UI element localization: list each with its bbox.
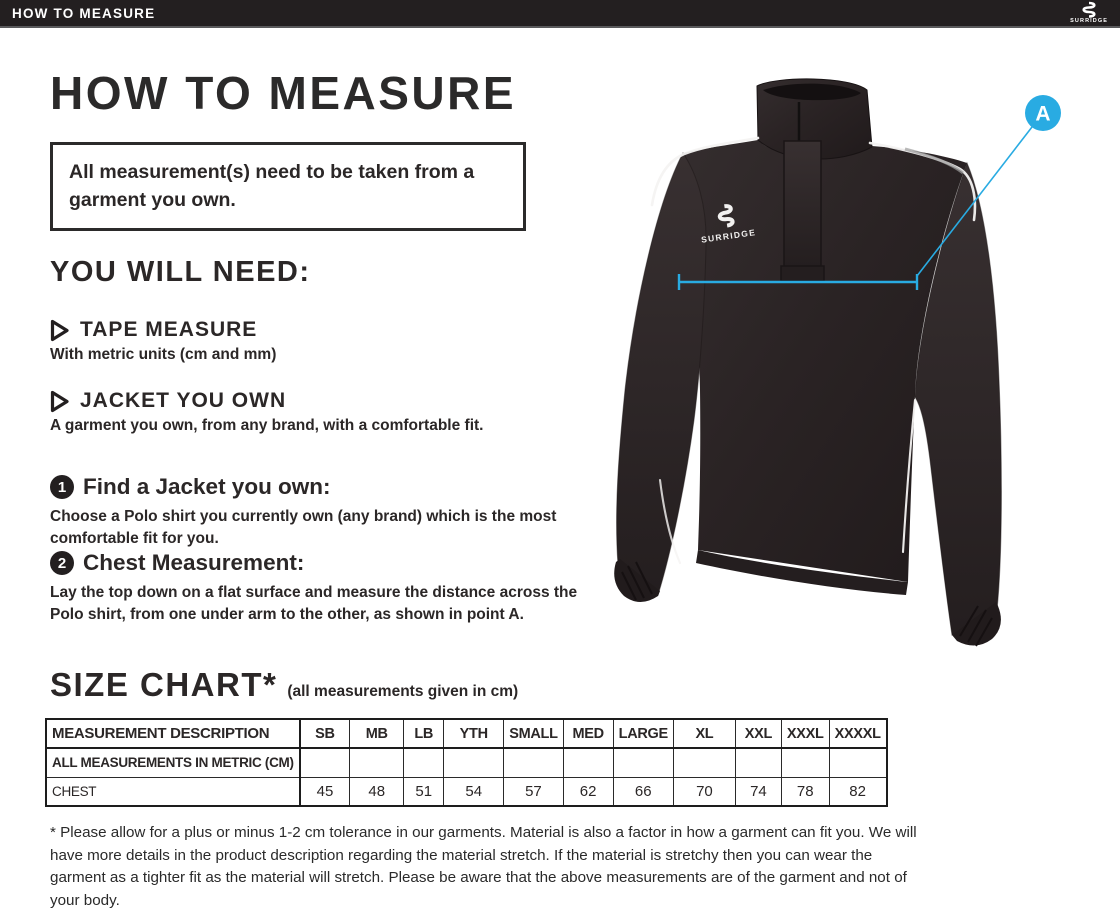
size-value-cell: 74	[734, 776, 782, 807]
size-chart-row: CHEST 45 48 51 54 57 62 66 70 74 78 82	[45, 776, 888, 807]
step-title: Find a Jacket you own:	[83, 474, 331, 499]
size-chart-subheading: (all measurements given in cm)	[287, 683, 519, 700]
triangle-bullet-icon	[50, 319, 69, 341]
step-number-badge: 2	[50, 551, 74, 575]
measurement-label: ALL MEASUREMENTS IN METRIC (CM)	[45, 747, 301, 778]
size-column-header: XXXL	[780, 718, 830, 749]
size-value-cell	[734, 747, 782, 778]
size-value-cell: 66	[612, 776, 674, 807]
need-item-label: TAPE MEASURE	[80, 318, 258, 341]
size-value-cell: 62	[562, 776, 614, 807]
top-bar: HOW TO MEASURE SURRIDGE	[0, 0, 1120, 28]
you-will-need-heading: YOU WILL NEED:	[50, 256, 311, 288]
size-column-header: SB	[299, 718, 351, 749]
size-chart-table-wrap: MEASUREMENT DESCRIPTION SB MB LB YTH SMALL MED…	[45, 718, 888, 807]
need-item-jacket: JACKET YOU OWN A garment you own, from a…	[50, 389, 483, 435]
size-value-cell	[349, 747, 405, 778]
size-value-cell	[299, 747, 351, 778]
surridge-s-icon	[1082, 1, 1096, 19]
chest-measurement-annotation: A	[677, 95, 1061, 290]
page-title: HOW TO MEASURE	[50, 67, 517, 119]
size-value-cell: 78	[780, 776, 830, 807]
size-value-cell: 82	[828, 776, 888, 807]
jacket-product-image: SURRIDGE A	[614, 78, 1061, 647]
size-chart-heading-row: SIZE CHART* (all measurements given in c…	[50, 666, 518, 704]
size-value-cell	[612, 747, 674, 778]
step-2: 2 Chest Measurement: Lay the top down on…	[50, 550, 602, 626]
need-item-tape-measure: TAPE MEASURE With metric units (cm and m…	[50, 318, 276, 364]
need-item-desc: With metric units (cm and mm)	[50, 346, 277, 363]
point-a-label: A	[1035, 103, 1050, 126]
triangle-bullet-icon	[50, 390, 69, 412]
size-value-cell: 48	[349, 776, 405, 807]
need-item-desc: A garment you own, from any brand, with …	[50, 417, 484, 434]
size-chart-table: MEASUREMENT DESCRIPTION SB MB LB YTH SMALL MED…	[45, 718, 888, 807]
measurement-description-header: MEASUREMENT DESCRIPTION	[45, 718, 301, 749]
size-column-header: LARGE	[612, 718, 674, 749]
size-value-cell	[443, 747, 505, 778]
measurement-note-box: All measurement(s) need to be taken from…	[50, 142, 526, 231]
size-column-header: LB	[403, 718, 445, 749]
size-value-cell: 70	[672, 776, 736, 807]
top-bar-title: HOW TO MEASURE	[12, 5, 156, 21]
brand-logo-text: SURRIDGE	[1070, 18, 1108, 25]
measurement-label: CHEST	[45, 776, 301, 807]
size-chart-row: ALL MEASUREMENTS IN METRIC (CM)	[45, 747, 888, 778]
size-column-header: XXL	[734, 718, 782, 749]
jacket-illustration: SURRIDGE	[614, 78, 1002, 647]
size-column-header: XL	[672, 718, 736, 749]
size-value-cell	[562, 747, 614, 778]
size-column-header: MB	[349, 718, 405, 749]
brand-logo: SURRIDGE	[1070, 1, 1108, 25]
step-body: Lay the top down on a flat surface and m…	[50, 584, 578, 623]
size-value-cell	[503, 747, 564, 778]
need-item-label: JACKET YOU OWN	[80, 389, 287, 412]
step-1: 1 Find a Jacket you own: Choose a Polo s…	[50, 474, 602, 550]
step-title: Chest Measurement:	[83, 550, 305, 575]
step-number-badge: 1	[50, 475, 74, 499]
size-value-cell	[672, 747, 736, 778]
size-column-header: XXXXL	[828, 718, 888, 749]
size-value-cell	[403, 747, 445, 778]
point-a-marker	[1025, 95, 1061, 131]
size-value-cell: 57	[503, 776, 564, 807]
size-value-cell: 51	[403, 776, 445, 807]
size-column-header: MED	[562, 718, 614, 749]
size-column-header: YTH	[443, 718, 505, 749]
size-chart-heading: SIZE CHART*	[50, 666, 278, 703]
size-value-cell: 54	[443, 776, 505, 807]
tolerance-footnote: * Please allow for a plus or minus 1-2 c…	[50, 824, 917, 909]
size-column-header: SMALL	[503, 718, 564, 749]
step-body: Choose a Polo shirt you currently own (a…	[50, 508, 557, 547]
size-value-cell: 45	[299, 776, 351, 807]
size-chart-header-row: MEASUREMENT DESCRIPTION SB MB LB YTH SMALL MED…	[45, 718, 888, 749]
size-value-cell	[828, 747, 888, 778]
size-value-cell	[780, 747, 830, 778]
